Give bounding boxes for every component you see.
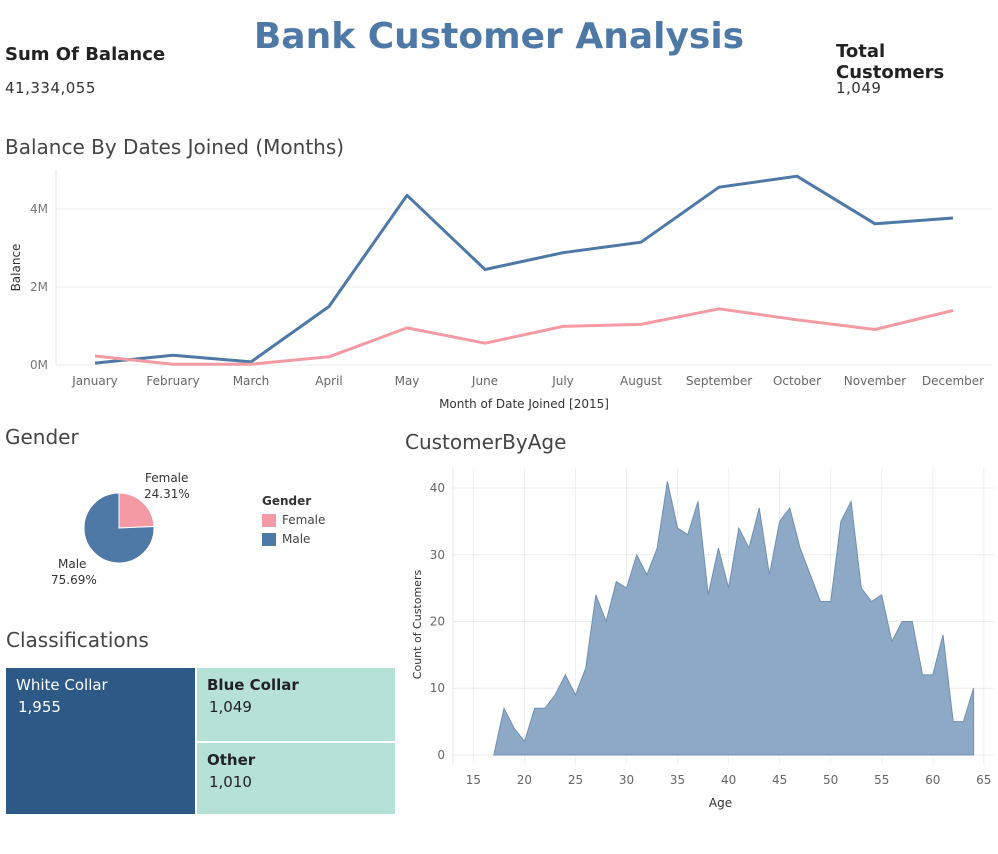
legend-title: Gender xyxy=(262,494,312,508)
age-area[interactable] xyxy=(493,481,975,756)
x-tick-label: January xyxy=(71,374,118,388)
x-axis-title: Age xyxy=(709,796,732,810)
pie-chart-title: Gender xyxy=(5,425,79,449)
x-axis-title: Month of Date Joined [2015] xyxy=(439,397,609,411)
x-tick-label: 40 xyxy=(721,773,736,787)
treemap-label: Other xyxy=(207,751,256,769)
y-tick-label: 30 xyxy=(430,548,445,562)
x-tick-label: March xyxy=(233,374,270,388)
x-tick-label: 50 xyxy=(823,773,838,787)
x-tick-label: 35 xyxy=(670,773,685,787)
y-tick-label: 2M xyxy=(30,280,48,294)
male-swatch xyxy=(262,532,276,546)
kpi-customers-value: 1,049 xyxy=(836,79,882,97)
x-tick-label: 60 xyxy=(925,773,940,787)
x-tick-label: December xyxy=(922,374,984,388)
treemap-value: 1,010 xyxy=(209,773,252,791)
pie-slice-male[interactable] xyxy=(83,492,155,564)
x-tick-label: 15 xyxy=(466,773,481,787)
treemap-value: 1,049 xyxy=(209,698,252,716)
x-tick-label: 25 xyxy=(568,773,583,787)
balance-line-chart[interactable]: 0M 2M 4M January February March April May June Ju… xyxy=(0,160,998,415)
x-tick-label: July xyxy=(551,374,574,388)
pie-label-female: Female xyxy=(145,471,188,485)
x-tick-label: 30 xyxy=(619,773,634,787)
age-area-chart[interactable]: 15 20 25 30 35 40 45 50 55 60 65 0 10 20 30 40 Age Count … xyxy=(400,460,998,822)
x-tick-label: April xyxy=(315,374,342,388)
page-title: Bank Customer Analysis xyxy=(253,16,745,57)
legend-label-male: Male xyxy=(282,532,311,546)
x-tick-label: October xyxy=(773,374,821,388)
x-tick-label: September xyxy=(686,374,752,388)
pie-value-female: 24.31% xyxy=(144,487,190,501)
x-tick-label: August xyxy=(620,374,662,388)
treemap-label: White Collar xyxy=(16,676,108,694)
x-tick-label: 20 xyxy=(517,773,532,787)
y-axis-title: Count of Customers xyxy=(411,570,424,680)
gender-pie-chart[interactable]: Female 24.31% Male 75.69% xyxy=(0,455,240,600)
y-tick-label: 0 xyxy=(437,748,445,762)
y-axis-title: Balance xyxy=(9,244,23,292)
legend-item-female[interactable]: Female xyxy=(262,513,325,527)
y-tick-label: 10 xyxy=(430,681,445,695)
kpi-customers-label: Total Customers xyxy=(836,41,945,83)
x-tick-label: May xyxy=(395,374,420,388)
series-line-1[interactable] xyxy=(94,307,954,366)
y-tick-label: 20 xyxy=(430,615,445,629)
treemap-cell-white-collar[interactable]: White Collar 1,955 xyxy=(6,668,195,814)
series-line-0[interactable] xyxy=(94,174,954,365)
x-tick-label: June xyxy=(471,374,498,388)
treemap-cell-blue-collar[interactable]: Blue Collar 1,049 xyxy=(197,668,395,741)
x-tick-label: 45 xyxy=(772,773,787,787)
treemap-title: Classifications xyxy=(6,628,149,652)
kpi-balance-label: Sum Of Balance xyxy=(5,44,166,65)
x-tick-label: November xyxy=(844,374,906,388)
legend-item-male[interactable]: Male xyxy=(262,532,325,546)
pie-value-male: 75.69% xyxy=(51,573,97,587)
gender-legend: Gender Female Male xyxy=(262,494,325,546)
y-tick-label: 0M xyxy=(30,358,48,372)
x-tick-label: 55 xyxy=(874,773,889,787)
classification-treemap: White Collar 1,955 Blue Collar 1,049 Oth… xyxy=(6,668,395,814)
y-tick-label: 4M xyxy=(30,202,48,216)
treemap-label: Blue Collar xyxy=(207,676,299,694)
x-tick-label: February xyxy=(146,374,199,388)
kpi-balance-value: 41,334,055 xyxy=(5,79,96,97)
line-chart-title: Balance By Dates Joined (Months) xyxy=(5,135,345,159)
pie-label-male: Male xyxy=(58,557,86,571)
treemap-cell-other[interactable]: Other 1,010 xyxy=(197,743,395,814)
legend-label-female: Female xyxy=(282,513,326,527)
treemap-value: 1,955 xyxy=(18,698,61,716)
y-tick-label: 40 xyxy=(430,481,445,495)
pie-slice-female[interactable] xyxy=(118,492,155,529)
x-tick-label: 65 xyxy=(976,773,991,787)
female-swatch xyxy=(262,513,276,527)
area-chart-title: CustomerByAge xyxy=(405,430,567,454)
